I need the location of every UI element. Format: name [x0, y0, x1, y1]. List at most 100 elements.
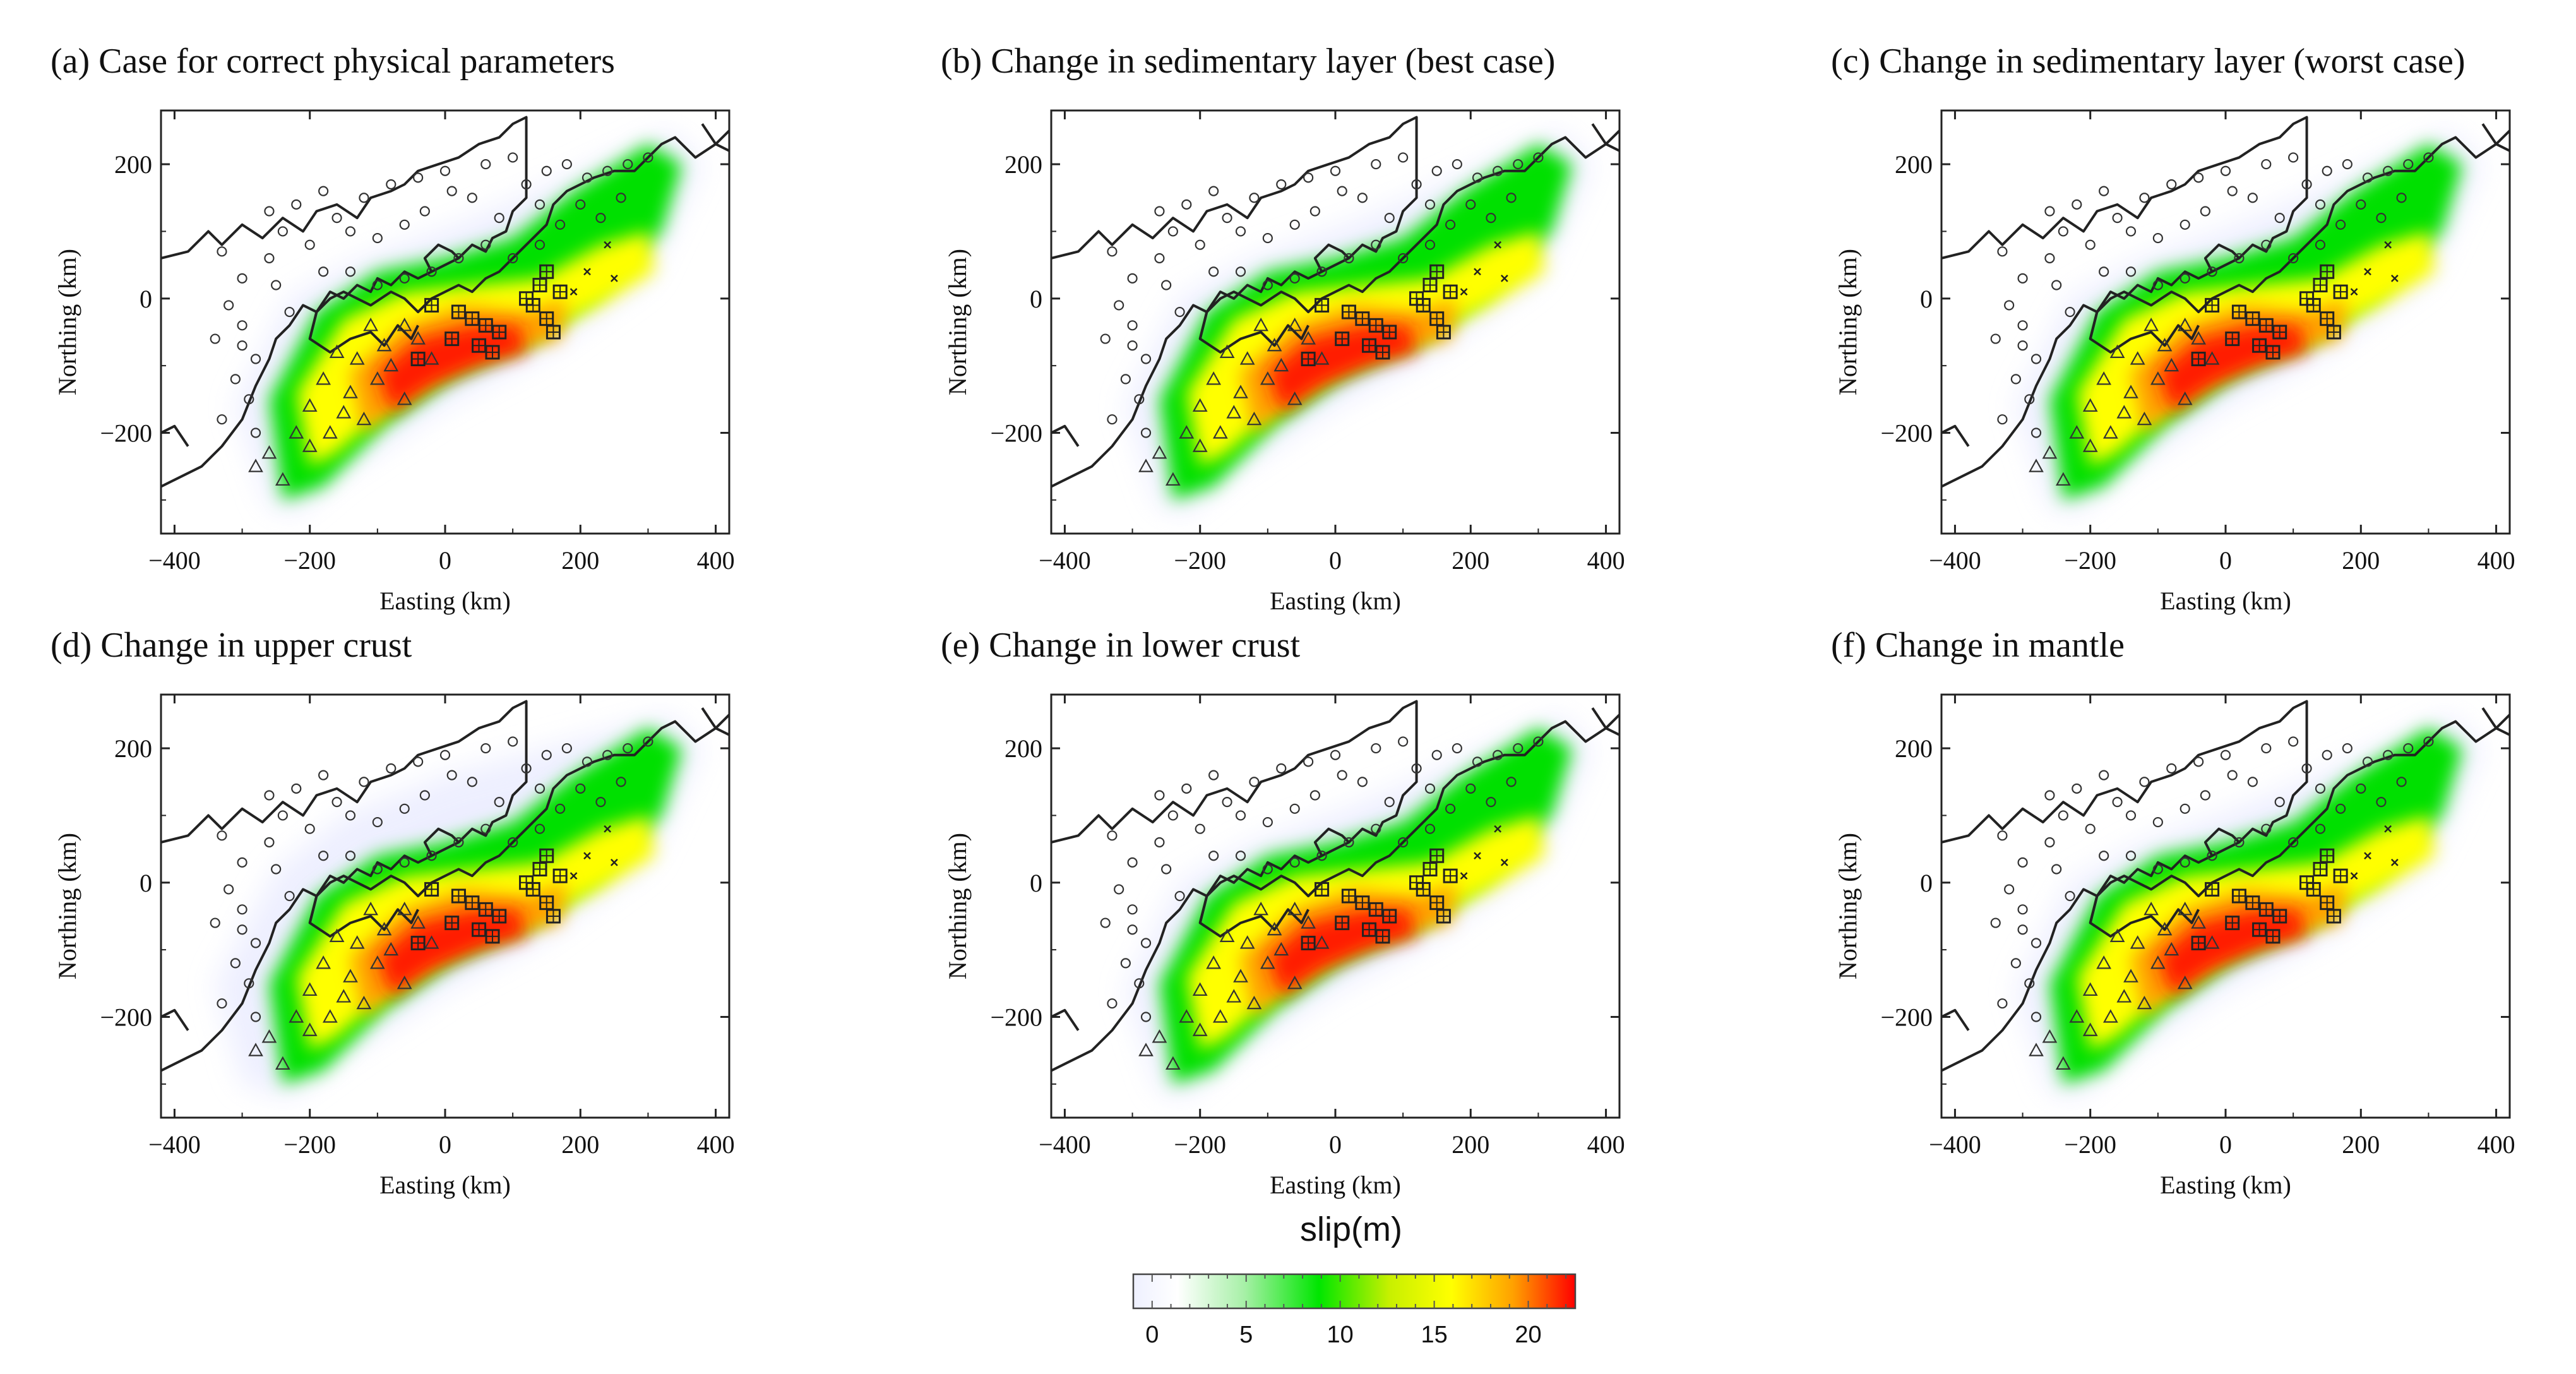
marker-ocean-station: [343, 969, 358, 983]
slip-field: [2015, 714, 2483, 1098]
marker-land-station: [2193, 756, 2204, 767]
marker-ocean-station: [1260, 955, 1275, 969]
marker-ocean-station: [1233, 969, 1248, 983]
marker-land-station: [210, 917, 220, 928]
marker-land-station: [1431, 165, 1442, 176]
marker-land-station: [264, 253, 275, 264]
marker-cross: [1460, 872, 1468, 880]
marker-land-station: [1262, 816, 1273, 828]
marker-land-station: [264, 206, 275, 217]
marker-ocean-station: [2123, 385, 2138, 398]
marker-cross: [1494, 825, 1502, 833]
marker-land-station: [1120, 958, 1131, 969]
marker-ocean-station: [248, 1042, 263, 1056]
marker-ocean-station: [2109, 344, 2125, 358]
marker-land-station: [602, 165, 613, 176]
marker-land-station: [372, 232, 383, 244]
marker-land-station: [2058, 226, 2068, 237]
marker-land-station: [2004, 884, 2015, 895]
marker-ocean-station: [1206, 371, 1222, 385]
marker-ocean-station: [2069, 425, 2085, 439]
slip-red: [377, 325, 527, 413]
marker-land-station: [2051, 280, 2062, 290]
marker-land-station: [2125, 851, 2137, 861]
marker-ocean-station: [397, 391, 412, 405]
marker-land-station: [1107, 414, 1118, 425]
marker-land-station: [399, 857, 410, 868]
y-axis-label: Northing (km): [53, 249, 81, 395]
panel-d: (d) Change in upper crust −400 −200 0 200 400…: [51, 626, 735, 1199]
x-tick-label: 200: [1452, 546, 1489, 575]
marker-ocean-station: [2042, 1029, 2058, 1043]
slip-field: [235, 130, 703, 514]
y-tick-label: 200: [114, 734, 152, 763]
marker-land-station: [2220, 165, 2231, 176]
marker-land-station: [534, 783, 546, 794]
marker-land-station: [217, 414, 227, 425]
marker-land-station: [250, 427, 261, 438]
marker-land-station: [1997, 246, 2008, 257]
x-tick-label: 200: [2342, 546, 2380, 575]
marker-land-station: [1309, 790, 1320, 801]
marker-land-station: [2376, 213, 2387, 224]
marker-land-station: [399, 273, 410, 284]
x-tick-label: 0: [2219, 546, 2232, 575]
marker-land-station: [2125, 266, 2137, 277]
marker-ocean-station: [2116, 405, 2132, 419]
marker-land-station: [1472, 172, 1483, 183]
marker-land-station: [2065, 890, 2075, 902]
marker-ocean-station: [2123, 969, 2138, 983]
x-axis-label: Easting (km): [1270, 1171, 1401, 1199]
x-tick-label: 200: [2342, 1130, 2380, 1159]
coastlines: [1941, 116, 2510, 488]
marker-land-station: [2179, 219, 2190, 230]
marker-ocean-station: [1226, 405, 1242, 419]
marker-land-station: [1371, 158, 1381, 170]
y-tick-label: 0: [140, 869, 152, 897]
marker-land-station: [1411, 179, 1422, 190]
marker-land-station: [2288, 736, 2299, 747]
y-tick-label: −200: [990, 419, 1042, 447]
marker-ocean-station: [1287, 976, 1303, 989]
markers: [210, 736, 653, 1070]
marker-ocean-station: [369, 955, 385, 969]
y-tick-label: 200: [1005, 734, 1042, 763]
marker-ocean-station: [1314, 935, 1330, 949]
coastline-shikoku: [2089, 895, 2200, 938]
coastline-kyushu: [161, 424, 189, 447]
coastlines: [1051, 700, 1619, 1072]
x-tick-label: −200: [1174, 546, 1226, 575]
marker-ocean-station: [1239, 351, 1255, 365]
marker-ocean-station: [1253, 318, 1269, 332]
y-axis-label: Northing (km): [1834, 249, 1862, 395]
marker-land-station: [2207, 266, 2217, 277]
marker-ocean-station: [1152, 1029, 1167, 1043]
marker-land-station: [1357, 193, 1368, 203]
marker-land-station: [1289, 857, 1300, 868]
marker-land-station: [1107, 246, 1118, 257]
marker-land-station: [2051, 864, 2062, 875]
marker-cross: [2364, 268, 2371, 276]
marker-land-station: [2227, 770, 2238, 780]
marker-land-station: [217, 246, 227, 257]
marker-ocean-station: [356, 995, 372, 1010]
x-axis-label: Easting (km): [379, 1171, 511, 1199]
marker-land-station: [1309, 206, 1320, 217]
marker-cross: [1460, 288, 1468, 296]
marker-ocean-station: [302, 982, 318, 996]
marker-land-station: [575, 199, 586, 210]
marker-land-station: [2376, 797, 2387, 808]
x-tick-label: −200: [283, 1130, 336, 1159]
marker-land-station: [2099, 851, 2109, 861]
coastline-honshu: [1051, 116, 1418, 488]
marker-land-station: [2065, 306, 2075, 318]
panel-f: (f) Change in mantle −400 −200 0 200 400 200 0 −…: [1831, 626, 2515, 1199]
marker-ocean-station: [2177, 976, 2193, 989]
marker-ocean-station: [1246, 995, 1262, 1010]
marker-land-station: [1208, 770, 1219, 780]
marker-land-station: [2085, 823, 2096, 834]
marker-land-station: [250, 354, 261, 364]
marker-land-station: [480, 743, 491, 754]
marker-ocean-station: [2082, 1022, 2098, 1036]
marker-land-station: [623, 743, 633, 754]
